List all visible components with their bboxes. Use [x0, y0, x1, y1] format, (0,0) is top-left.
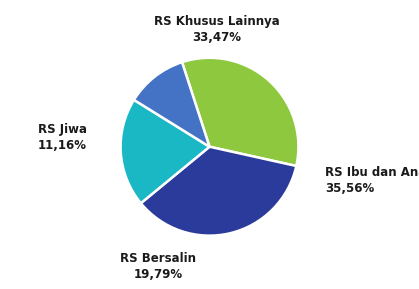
Wedge shape [182, 58, 298, 166]
Text: RS Bersalin
19,79%: RS Bersalin 19,79% [120, 252, 196, 281]
Wedge shape [141, 147, 296, 236]
Text: RS Ibu dan Anak
35,56%: RS Ibu dan Anak 35,56% [325, 166, 419, 195]
Text: RS Jiwa
11,16%: RS Jiwa 11,16% [38, 123, 87, 152]
Wedge shape [134, 62, 210, 147]
Wedge shape [121, 100, 210, 203]
Text: RS Khusus Lainnya
33,47%: RS Khusus Lainnya 33,47% [154, 15, 279, 44]
